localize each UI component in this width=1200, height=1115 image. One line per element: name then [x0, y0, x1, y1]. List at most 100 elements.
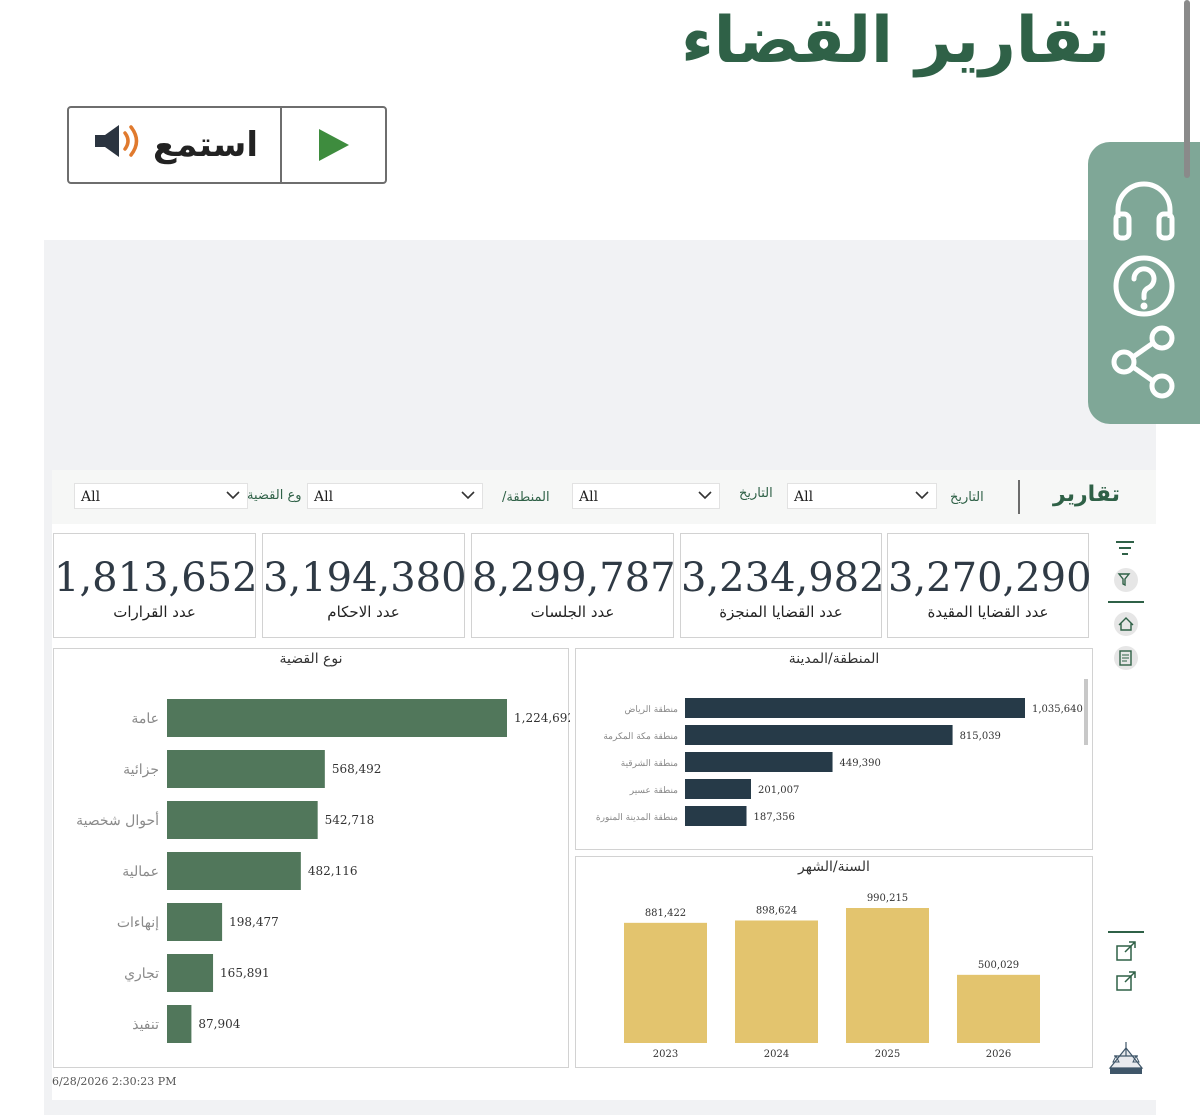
bar-case-type[interactable]: [167, 1005, 192, 1043]
headphones-icon[interactable]: [1110, 178, 1178, 244]
report-canvas: تقارير التاريخ All التاريخ All المنطقة/ …: [52, 470, 1156, 1100]
chevron-down-icon: [698, 491, 712, 500]
case-type-chart-svg: عامة 1,224,692 جزائية 568,492 أحوال شخصية 542…: [76, 699, 575, 1043]
category-label: عمالية: [122, 864, 159, 880]
category-label: عامة: [131, 711, 159, 727]
category-label: 2025: [875, 1049, 900, 1060]
kpi-label: عدد الاحكام: [327, 603, 400, 621]
case-type-chart: نوع القضية عامة 1,224,692 جزائية 568,492 أحو…: [53, 648, 575, 1068]
filter-date-2-select[interactable]: All: [572, 483, 720, 509]
bar-year[interactable]: [624, 922, 707, 1043]
bar-region[interactable]: [685, 725, 953, 745]
kpi-label: عدد القضايا المنجزة: [719, 603, 843, 621]
data-label: 881,422: [645, 908, 686, 919]
filter-lines-icon[interactable]: [1116, 541, 1134, 555]
kpi-card-judgments: 3,194,380 عدد الاحكام: [262, 533, 467, 638]
data-label: 201,007: [758, 785, 799, 796]
chart-title: السنة/الشهر: [798, 859, 870, 875]
clear-filter-icon[interactable]: [1114, 568, 1138, 592]
region-chart: المنطقة/المدينة منطقة الرياض 1,035,640 منط…: [575, 648, 1093, 850]
data-label: 568,492: [332, 762, 382, 776]
year-month-chart: السنة/الشهر 881,422 2023 898,624 2024 990,21…: [575, 856, 1093, 1068]
page-title: تقارير القضاء: [681, 4, 1110, 78]
speaker-icon: [91, 121, 143, 170]
category-label: 2026: [986, 1049, 1011, 1060]
data-label: 187,356: [754, 812, 795, 823]
bar-region[interactable]: [685, 806, 747, 826]
category-label: تجاري: [124, 966, 159, 982]
category-label: تنفيذ: [132, 1017, 159, 1033]
data-label: 815,039: [960, 731, 1001, 742]
filter-date-1-select[interactable]: All: [787, 483, 937, 509]
bar-year[interactable]: [735, 920, 818, 1043]
kpi-card-completed-cases: 3,234,982 عدد القضايا المنجزة: [680, 533, 885, 638]
filter-date-1-value: All: [794, 489, 814, 505]
category-label: جزائية: [123, 762, 159, 778]
data-label: 898,624: [756, 905, 797, 916]
bar-region[interactable]: [685, 752, 833, 772]
filter-bar: تقارير التاريخ All التاريخ All المنطقة/ …: [52, 470, 1156, 524]
category-label: إنهاءات: [117, 915, 159, 931]
title-divider: [1018, 480, 1020, 514]
bar-year[interactable]: [846, 908, 929, 1043]
data-label: 1,035,640: [1032, 704, 1083, 715]
filter-label-region: المنطقة/: [502, 490, 550, 505]
play-icon[interactable]: [280, 108, 385, 182]
kpi-value: 3,234,982: [681, 555, 885, 601]
data-label: 542,718: [325, 813, 375, 827]
listen-button[interactable]: استمع: [67, 106, 387, 184]
region-chart-scrollbar[interactable]: [1084, 679, 1088, 745]
chevron-down-icon: [915, 491, 929, 500]
kpi-label: عدد الجلسات: [530, 603, 615, 621]
bar-case-type[interactable]: [167, 750, 325, 788]
category-label: منطقة مكة المكرمة: [603, 732, 678, 742]
category-label: 2024: [764, 1049, 789, 1060]
filter-case-type-select[interactable]: All: [74, 483, 248, 509]
page-scrollbar[interactable]: [1184, 0, 1190, 178]
bar-case-type[interactable]: [167, 903, 223, 941]
filter-label-case-type: وع القضية: [247, 488, 302, 503]
filter-region-value: All: [314, 489, 334, 505]
category-label: منطقة عسير: [629, 786, 678, 796]
region-chart-svg: منطقة الرياض 1,035,640 منطقة مكة المكرمة 81…: [596, 698, 1083, 826]
chevron-down-icon: [226, 491, 240, 500]
help-icon[interactable]: [1110, 252, 1178, 320]
bar-case-type[interactable]: [167, 954, 214, 992]
kpi-label: عدد القرارات: [113, 603, 196, 621]
data-label: 165,891: [220, 966, 270, 980]
filter-region-select[interactable]: All: [307, 483, 483, 509]
report-page-icon[interactable]: [1114, 646, 1138, 670]
bar-case-type[interactable]: [167, 801, 318, 839]
report-title: تقارير: [1053, 482, 1120, 507]
filter-date-2-value: All: [579, 489, 599, 505]
share-icon[interactable]: [1110, 324, 1178, 400]
chevron-down-icon: [461, 491, 475, 500]
category-label: أحوال شخصية: [76, 810, 159, 829]
chart-title: نوع القضية: [279, 651, 343, 667]
bar-region[interactable]: [685, 698, 1025, 718]
category-label: منطقة الشرقية: [621, 759, 678, 769]
kpi-value: 8,299,787: [472, 555, 676, 601]
category-label: منطقة المدينة المنورة: [596, 813, 678, 823]
data-label: 87,904: [198, 1017, 240, 1031]
category-label: 2023: [653, 1049, 678, 1060]
year-month-chart-svg: 881,422 2023 898,624 2024 990,215 2025 500,029…: [624, 893, 1040, 1060]
kpi-card-sessions: 8,299,787 عدد الجلسات: [471, 533, 676, 638]
kpi-card-registered-cases: 3,270,290 عدد القضايا المقيدة: [887, 533, 1092, 638]
kpi-value: 3,270,290: [888, 555, 1092, 601]
bar-case-type[interactable]: [167, 852, 301, 890]
home-icon[interactable]: [1114, 612, 1138, 636]
filter-case-type-value: All: [81, 489, 101, 505]
report-side-toolbar: [1104, 528, 1148, 1090]
filter-label-date-2: التاريخ: [739, 486, 773, 501]
bar-case-type[interactable]: [167, 699, 507, 737]
kpi-label: عدد القضايا المقيدة: [927, 603, 1049, 621]
bar-region[interactable]: [685, 779, 751, 799]
data-label: 1,224,692: [514, 711, 570, 725]
external-link-icon[interactable]: [1116, 941, 1136, 961]
listen-label-wrap: استمع: [69, 108, 280, 182]
bar-year[interactable]: [957, 974, 1040, 1043]
data-label: 482,116: [308, 864, 358, 878]
external-link-icon[interactable]: [1116, 971, 1136, 991]
data-label: 449,390: [840, 758, 881, 769]
